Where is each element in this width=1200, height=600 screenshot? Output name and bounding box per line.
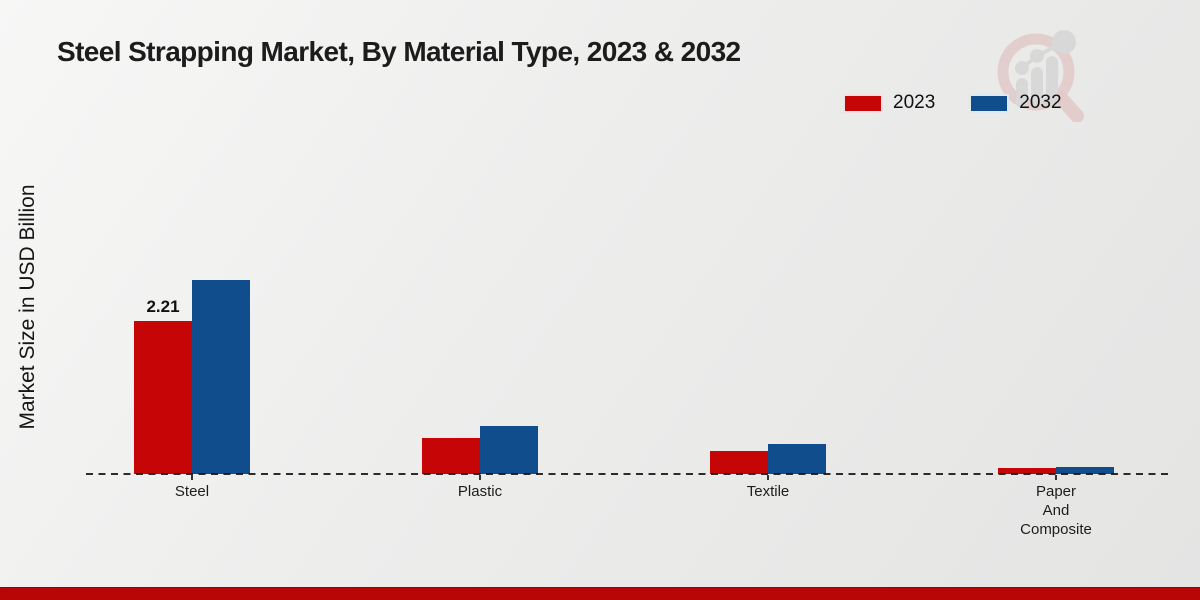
x-axis-category-label-steel: Steel xyxy=(174,483,210,500)
legend-swatch-2023 xyxy=(843,93,883,113)
bar-2032-steel xyxy=(192,280,250,474)
bar-2032-textile xyxy=(768,444,826,474)
x-axis-tick xyxy=(191,475,193,480)
bar-2023-plastic xyxy=(422,438,480,474)
x-axis-tick xyxy=(1055,475,1057,480)
bar-value-label: 2.21 xyxy=(146,297,180,316)
x-axis-tick xyxy=(479,475,481,480)
bar-2032-plastic xyxy=(480,426,538,474)
legend-label: 2032 xyxy=(1019,92,1062,113)
legend-label: 2023 xyxy=(893,92,936,113)
bar-2023-paper-and-composite xyxy=(998,468,1056,474)
legend-item-2032: 2032 xyxy=(969,92,1062,114)
magnifier-bar-chart-logo-icon xyxy=(997,30,1084,122)
footer-band xyxy=(0,587,1200,600)
x-axis-category-label-textile: Textile xyxy=(746,483,790,500)
chart-title: Steel Strapping Market, By Material Type… xyxy=(57,36,741,67)
bar-2032-paper-and-composite xyxy=(1056,467,1114,474)
x-axis-tick xyxy=(767,475,769,480)
bar-2023-textile xyxy=(710,451,768,474)
bar-2023-steel xyxy=(134,321,192,474)
x-axis-category-label-paper-and-composite: Paper And Composite xyxy=(1020,483,1092,538)
x-axis-category-label-plastic: Plastic xyxy=(457,483,503,500)
legend-swatch-2032 xyxy=(969,93,1010,113)
legend: 2023 2032 xyxy=(843,92,1062,114)
legend-item-2023: 2023 xyxy=(843,92,935,114)
